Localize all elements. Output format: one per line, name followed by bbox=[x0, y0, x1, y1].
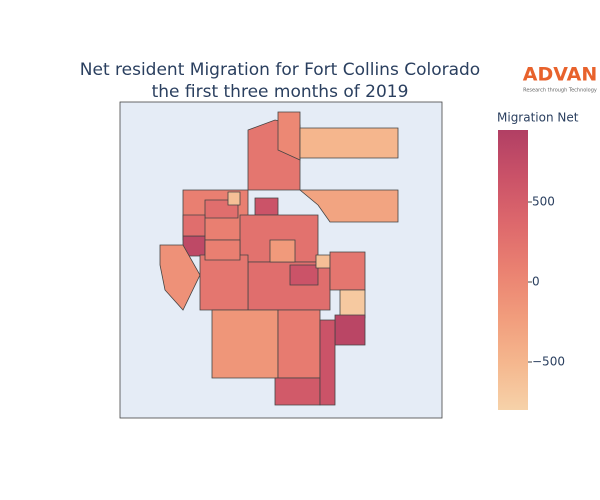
region bbox=[329, 251, 366, 291]
region bbox=[334, 314, 366, 346]
logo: ADVAN bbox=[523, 64, 598, 86]
region bbox=[289, 264, 319, 286]
region bbox=[274, 377, 321, 406]
colorbar bbox=[498, 130, 528, 410]
region bbox=[339, 289, 366, 319]
title: Net resident Migration for Fort Collins … bbox=[80, 60, 480, 80]
region bbox=[211, 309, 279, 379]
region bbox=[182, 214, 206, 237]
colorbar-tick-label: −500 bbox=[532, 355, 565, 369]
region bbox=[277, 309, 321, 379]
region bbox=[254, 197, 279, 216]
region bbox=[298, 189, 399, 223]
title: the first three months of 2019 bbox=[152, 82, 409, 102]
colorbar-tick-label: 500 bbox=[532, 195, 555, 209]
region bbox=[277, 111, 301, 161]
region bbox=[319, 319, 336, 406]
region bbox=[299, 127, 399, 159]
region bbox=[199, 254, 249, 311]
region bbox=[315, 254, 331, 269]
regions bbox=[159, 111, 399, 406]
region bbox=[227, 191, 241, 206]
logo-tagline: Research through Technology bbox=[523, 88, 597, 94]
region bbox=[269, 239, 296, 263]
colorbar-tick-label: 0 bbox=[532, 275, 540, 289]
region bbox=[204, 239, 241, 261]
colorbar-title: Migration Net bbox=[497, 111, 579, 125]
region bbox=[159, 244, 201, 311]
